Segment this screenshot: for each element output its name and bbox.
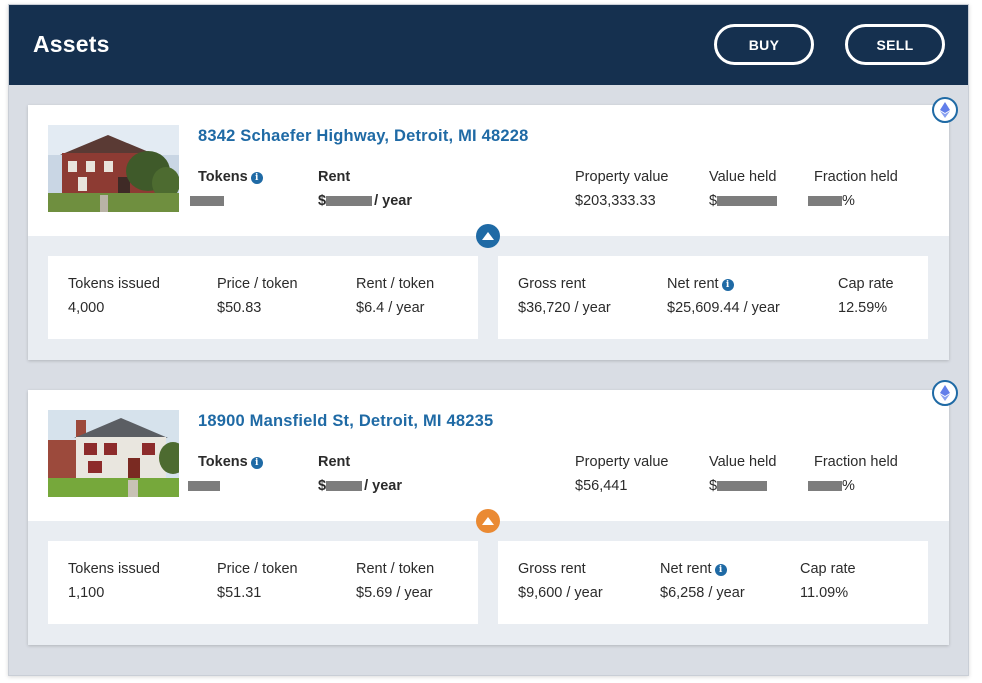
tokens-value <box>190 193 224 209</box>
rent-prefix: $ <box>318 193 327 209</box>
ethereum-icon[interactable] <box>932 97 958 123</box>
sell-button[interactable]: SELL <box>845 24 945 65</box>
cap-rate-value: 11.09% <box>800 585 849 601</box>
value-held-prefix: $ <box>709 478 718 494</box>
asset-details: Tokens issued 1,100 Price / token $51.31… <box>28 521 949 645</box>
net-rent-label: Net rent i <box>667 276 734 292</box>
value-held: $ <box>709 193 778 209</box>
rent-label: Rent <box>318 454 351 470</box>
tokens-issued-label: Tokens issued <box>68 561 160 577</box>
asset-summary: 8342 Schaefer Highway, Detroit, MI 48228… <box>28 105 949 236</box>
tokens-issued-value: 1,100 <box>68 585 105 601</box>
net-rent-label-text: Net rent <box>667 276 719 292</box>
tokens-value <box>188 478 220 494</box>
redacted-value <box>808 481 842 492</box>
info-icon[interactable]: i <box>250 172 263 184</box>
property-photo[interactable] <box>48 125 179 212</box>
price-token-value: $50.83 <box>217 300 262 316</box>
tokens-label-text: Tokens <box>198 169 248 185</box>
redacted-value <box>717 196 778 207</box>
rent-suffix: / year <box>374 193 412 209</box>
gross-rent-value: $9,600 / year <box>518 585 603 601</box>
rent-token-label: Rent / token <box>356 561 435 577</box>
property-value-label: Property value <box>575 454 669 470</box>
gross-rent-label: Gross rent <box>518 276 586 292</box>
gross-rent-value: $36,720 / year <box>518 300 611 316</box>
token-stats-panel: Tokens issued 4,000 Price / token $50.83… <box>48 256 478 339</box>
asset-card: 18900 Mansfield St, Detroit, MI 48235 To… <box>28 390 949 645</box>
price-token-label: Price / token <box>217 276 298 292</box>
property-photo[interactable] <box>48 410 179 497</box>
redacted-value <box>717 481 768 492</box>
header-bar: Assets BUY SELL <box>9 5 968 85</box>
info-icon[interactable]: i <box>714 564 727 576</box>
rent-token-label: Rent / token <box>356 276 435 292</box>
price-token-label: Price / token <box>217 561 298 577</box>
property-value: $203,333.33 <box>575 193 656 209</box>
value-held-label: Value held <box>709 454 777 470</box>
cap-rate-label: Cap rate <box>838 276 894 292</box>
rent-token-value: $6.4 / year <box>356 300 425 316</box>
price-token-value: $51.31 <box>217 585 262 601</box>
asset-summary: 18900 Mansfield St, Detroit, MI 48235 To… <box>28 390 949 521</box>
info-icon[interactable]: i <box>250 457 263 469</box>
tokens-label-text: Tokens <box>198 454 248 470</box>
rent-value: $ / year <box>318 193 412 209</box>
value-held-prefix: $ <box>709 193 718 209</box>
cap-rate-value: 12.59% <box>838 300 888 316</box>
assets-window: Assets BUY SELL <box>8 4 969 676</box>
net-rent-label-text: Net rent <box>660 561 712 577</box>
value-held: $ <box>709 478 768 494</box>
cap-rate-label: Cap rate <box>800 561 856 577</box>
fraction-suffix: % <box>842 478 855 494</box>
info-icon[interactable]: i <box>721 279 734 291</box>
gross-rent-label: Gross rent <box>518 561 586 577</box>
page-title: Assets <box>33 31 110 57</box>
ethereum-icon[interactable] <box>932 380 958 406</box>
rent-label: Rent <box>318 169 351 185</box>
redacted-value <box>188 481 220 492</box>
tokens-issued-label: Tokens issued <box>68 276 160 292</box>
property-value-label: Property value <box>575 169 669 185</box>
fraction-suffix: % <box>842 193 855 209</box>
redacted-value <box>326 481 363 492</box>
rent-token-value: $5.69 / year <box>356 585 433 601</box>
rent-stats-panel: Gross rent $36,720 / year Net rent i $25,… <box>498 256 928 339</box>
chevron-up-icon <box>482 232 494 240</box>
rent-suffix: / year <box>364 478 402 494</box>
tokens-issued-value: 4,000 <box>68 300 105 316</box>
net-rent-value: $6,258 / year <box>660 585 745 601</box>
property-address[interactable]: 8342 Schaefer Highway, Detroit, MI 48228 <box>198 127 529 145</box>
net-rent-value: $25,609.44 / year <box>667 300 780 316</box>
redacted-value <box>326 196 373 207</box>
asset-card: 8342 Schaefer Highway, Detroit, MI 48228… <box>28 105 949 360</box>
redacted-value <box>808 196 842 207</box>
net-rent-label: Net rent i <box>660 561 727 577</box>
fraction-held-label: Fraction held <box>814 454 898 470</box>
fraction-held: % <box>808 193 855 209</box>
property-address[interactable]: 18900 Mansfield St, Detroit, MI 48235 <box>198 412 494 430</box>
rent-value: $ / year <box>318 478 402 494</box>
fraction-held-label: Fraction held <box>814 169 898 185</box>
chevron-up-icon <box>482 517 494 525</box>
property-value: $56,441 <box>575 478 628 494</box>
fraction-held: % <box>808 478 855 494</box>
rent-stats-panel: Gross rent $9,600 / year Net rent i $6,25… <box>498 541 928 624</box>
value-held-label: Value held <box>709 169 777 185</box>
tokens-label: Tokens i <box>198 454 263 470</box>
collapse-toggle[interactable] <box>476 509 500 533</box>
tokens-label: Tokens i <box>198 169 263 185</box>
buy-button[interactable]: BUY <box>714 24 814 65</box>
collapse-toggle[interactable] <box>476 224 500 248</box>
redacted-value <box>190 196 224 207</box>
token-stats-panel: Tokens issued 1,100 Price / token $51.31… <box>48 541 478 624</box>
rent-prefix: $ <box>318 478 327 494</box>
asset-details: Tokens issued 4,000 Price / token $50.83… <box>28 236 949 360</box>
